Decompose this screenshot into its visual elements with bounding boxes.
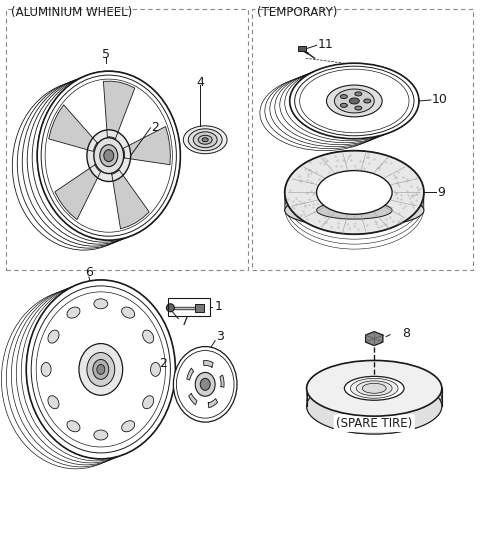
Ellipse shape bbox=[93, 359, 109, 379]
Ellipse shape bbox=[285, 194, 424, 227]
Ellipse shape bbox=[290, 63, 419, 139]
Polygon shape bbox=[112, 170, 149, 229]
Ellipse shape bbox=[87, 130, 131, 182]
Ellipse shape bbox=[316, 171, 392, 214]
Polygon shape bbox=[187, 368, 193, 380]
Text: 7: 7 bbox=[181, 315, 189, 328]
Polygon shape bbox=[103, 81, 135, 139]
Ellipse shape bbox=[183, 126, 227, 154]
Polygon shape bbox=[189, 394, 197, 405]
Ellipse shape bbox=[37, 71, 180, 240]
Ellipse shape bbox=[94, 138, 124, 173]
Text: 1: 1 bbox=[214, 300, 222, 313]
Polygon shape bbox=[55, 165, 101, 220]
Ellipse shape bbox=[193, 132, 217, 148]
Polygon shape bbox=[204, 360, 213, 367]
Ellipse shape bbox=[362, 383, 386, 393]
Ellipse shape bbox=[349, 98, 360, 104]
Ellipse shape bbox=[167, 304, 174, 312]
Ellipse shape bbox=[41, 362, 51, 376]
Text: 6: 6 bbox=[85, 266, 93, 279]
Ellipse shape bbox=[200, 379, 210, 390]
Polygon shape bbox=[366, 332, 383, 345]
Ellipse shape bbox=[364, 99, 371, 103]
Ellipse shape bbox=[307, 360, 442, 416]
Ellipse shape bbox=[143, 330, 154, 343]
Ellipse shape bbox=[48, 396, 59, 409]
Polygon shape bbox=[48, 105, 97, 151]
Text: (ALUMINIUM WHEEL): (ALUMINIUM WHEEL) bbox=[12, 6, 132, 19]
Text: 8: 8 bbox=[402, 327, 410, 340]
Ellipse shape bbox=[188, 129, 222, 151]
Ellipse shape bbox=[121, 420, 135, 432]
Text: 2: 2 bbox=[152, 121, 159, 134]
Text: 9: 9 bbox=[437, 186, 445, 199]
Ellipse shape bbox=[87, 352, 115, 386]
Ellipse shape bbox=[94, 299, 108, 309]
Ellipse shape bbox=[340, 103, 348, 107]
Ellipse shape bbox=[340, 95, 348, 99]
Ellipse shape bbox=[335, 89, 374, 113]
Ellipse shape bbox=[195, 372, 215, 396]
Polygon shape bbox=[208, 398, 217, 408]
Ellipse shape bbox=[48, 330, 59, 343]
Text: 3: 3 bbox=[216, 330, 224, 343]
Ellipse shape bbox=[67, 307, 80, 318]
Ellipse shape bbox=[151, 362, 160, 376]
Ellipse shape bbox=[202, 138, 208, 142]
Polygon shape bbox=[220, 375, 224, 387]
Text: (SPARE TIRE): (SPARE TIRE) bbox=[336, 417, 412, 430]
Ellipse shape bbox=[316, 201, 392, 219]
Ellipse shape bbox=[104, 150, 114, 162]
Bar bbox=[252, 9, 473, 270]
Text: 4: 4 bbox=[196, 76, 204, 89]
Ellipse shape bbox=[97, 365, 105, 374]
Text: 5: 5 bbox=[102, 48, 110, 61]
Ellipse shape bbox=[307, 379, 442, 434]
Ellipse shape bbox=[355, 106, 362, 110]
Ellipse shape bbox=[100, 144, 118, 166]
Ellipse shape bbox=[105, 151, 113, 161]
Ellipse shape bbox=[326, 85, 382, 117]
Ellipse shape bbox=[143, 396, 154, 409]
Text: 2: 2 bbox=[159, 357, 168, 370]
Ellipse shape bbox=[173, 346, 237, 422]
Ellipse shape bbox=[344, 376, 404, 400]
Ellipse shape bbox=[350, 379, 398, 398]
Ellipse shape bbox=[79, 344, 123, 395]
Text: (TEMPORARY): (TEMPORARY) bbox=[257, 6, 337, 19]
Text: 11: 11 bbox=[318, 38, 333, 51]
Ellipse shape bbox=[67, 420, 80, 432]
Bar bbox=[195, 304, 204, 312]
Polygon shape bbox=[123, 127, 170, 165]
Ellipse shape bbox=[26, 280, 175, 459]
Ellipse shape bbox=[121, 307, 135, 318]
Ellipse shape bbox=[198, 135, 212, 144]
Ellipse shape bbox=[101, 146, 117, 165]
Ellipse shape bbox=[94, 430, 108, 440]
Ellipse shape bbox=[356, 381, 392, 396]
Bar bbox=[6, 9, 248, 270]
Bar bbox=[298, 46, 306, 51]
Bar bbox=[168, 298, 210, 316]
Text: 10: 10 bbox=[432, 93, 448, 106]
Ellipse shape bbox=[95, 139, 123, 172]
Ellipse shape bbox=[355, 92, 362, 96]
Ellipse shape bbox=[285, 151, 424, 234]
